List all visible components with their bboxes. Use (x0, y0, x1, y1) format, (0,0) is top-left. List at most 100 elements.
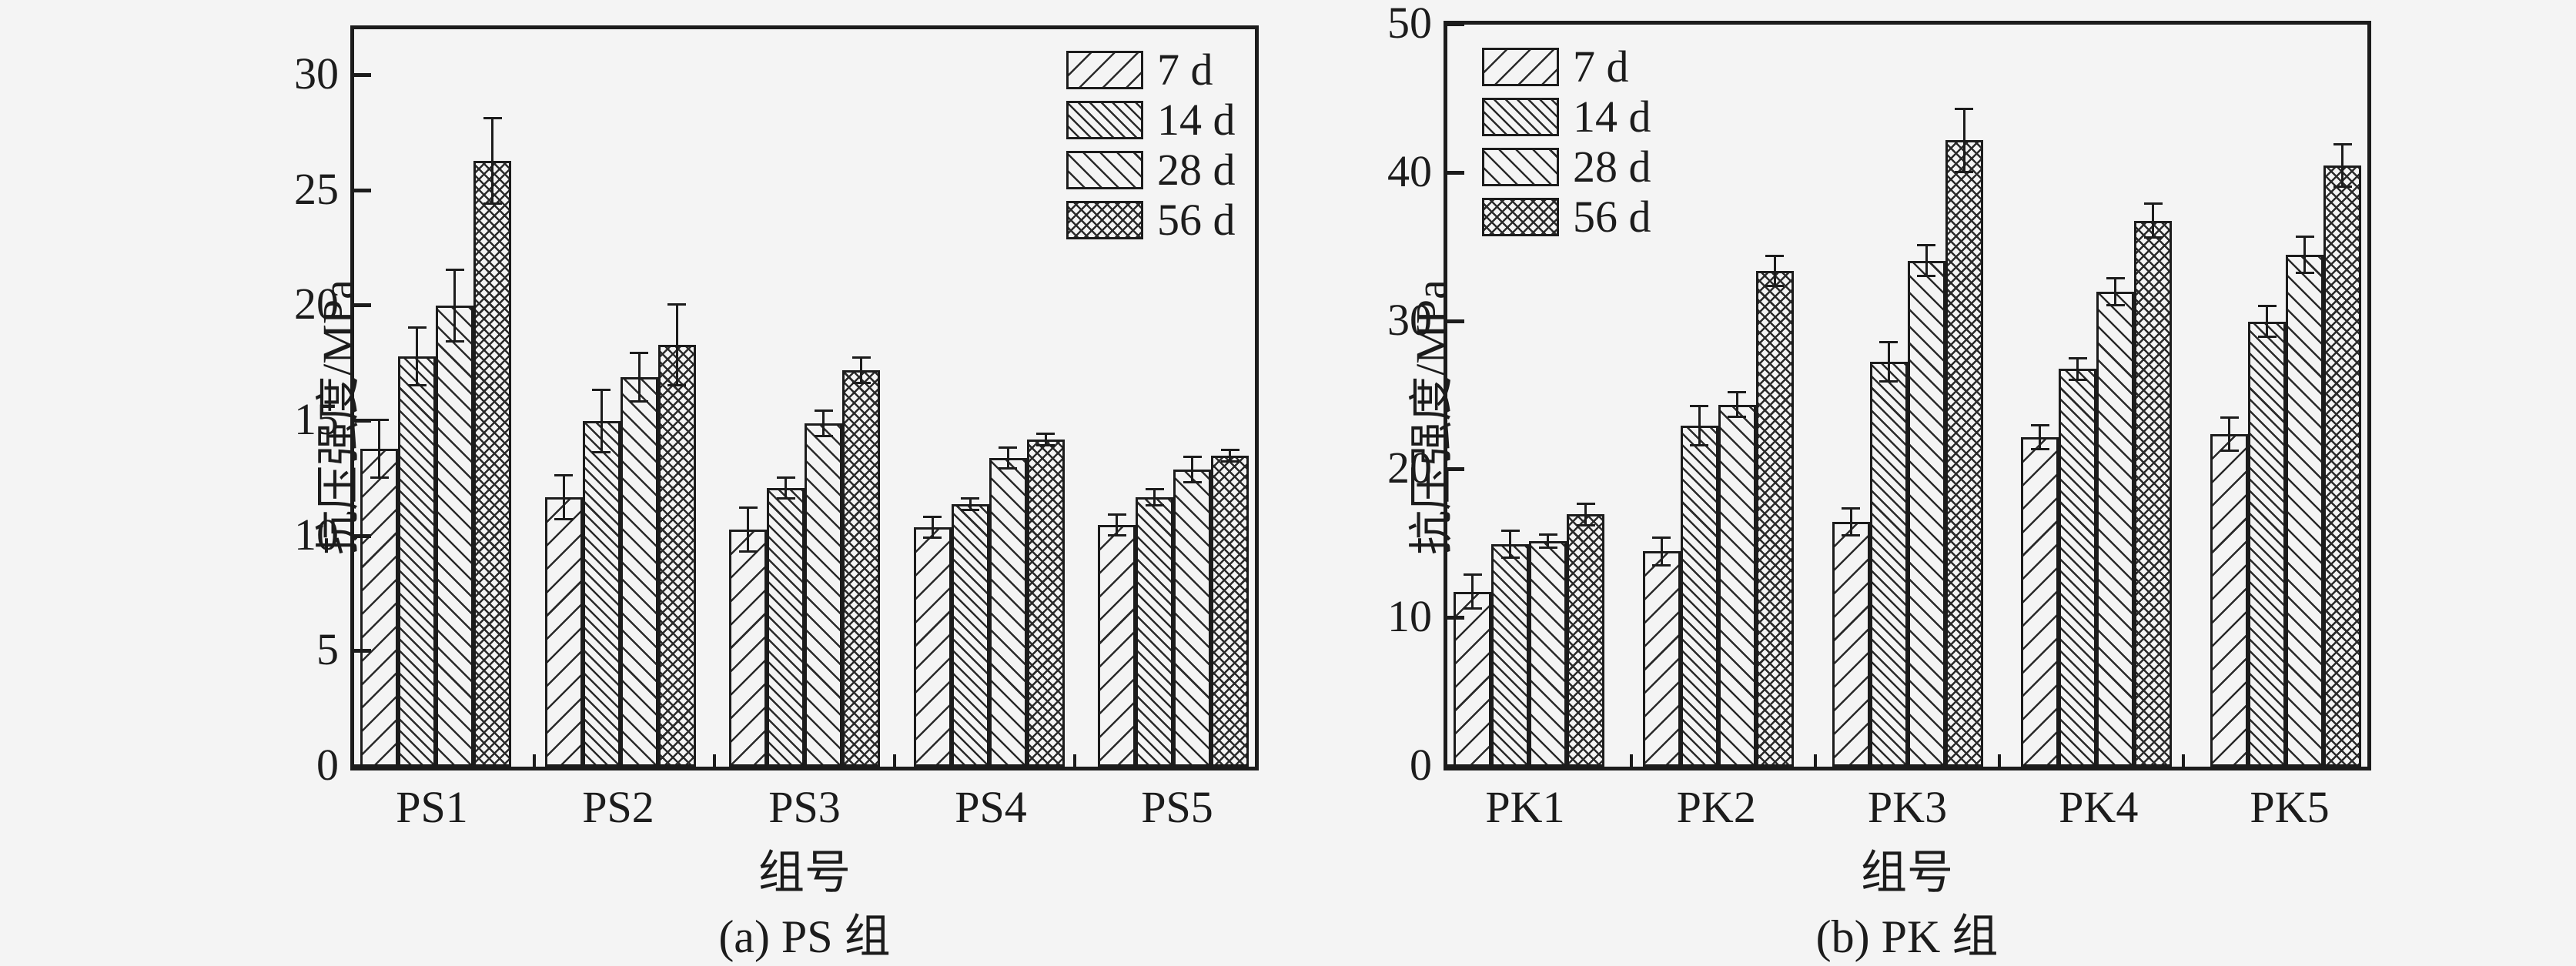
error-bar (416, 326, 418, 387)
error-bar-cap-bottom (2106, 304, 2125, 307)
error-bar-cap-top (1765, 254, 1785, 257)
error-bar-cap-bottom (630, 400, 648, 403)
bar-group-PS2 (544, 29, 696, 767)
bar-PS3-56d (842, 370, 880, 767)
legend-label-28d: 28 d (1573, 142, 1651, 192)
legend-label-14d: 14 d (1157, 95, 1236, 145)
y-tick-mark (354, 303, 371, 308)
legend-item-56d: 56 d (1066, 198, 1236, 242)
error-bar-cap-bottom (2068, 378, 2087, 381)
error-bar-cap-bottom (814, 434, 833, 437)
legend-label-7d: 7 d (1573, 42, 1629, 92)
error-bar-cap-top (814, 409, 833, 412)
bar-PS3-7d (729, 529, 767, 767)
error-bar (637, 352, 641, 403)
error-bar-cap-top (1036, 432, 1055, 435)
legend-item-56d: 56 d (1482, 195, 1651, 239)
error-bar (860, 356, 862, 385)
legend-swatch-28d-hatch-icon (1482, 148, 1559, 186)
error-bar-cap-bottom (961, 508, 979, 511)
error-bar (1509, 529, 1511, 560)
error-bar (2228, 416, 2230, 453)
category-labels-ps: PS1 PS2 PS3 PS4 PS5 (350, 781, 1259, 833)
category-label-PK5: PK5 (2250, 782, 2330, 832)
bar-group-PS5 (1098, 29, 1249, 767)
error-bar-cap-bottom (851, 382, 871, 385)
error-bar-cap-bottom (2030, 448, 2049, 451)
error-bar-cap-top (630, 352, 648, 355)
error-bar-cap-bottom (1728, 415, 1747, 418)
error-bar-cap-top (776, 476, 795, 479)
error-bar-cap-bottom (1538, 546, 1557, 549)
error-bar-cap-bottom (999, 466, 1017, 470)
y-tick-mark (1447, 170, 1464, 175)
y-tick-label: 50 (1387, 0, 1432, 48)
y-tick-label: 30 (1387, 294, 1432, 345)
bar-PK2-56d (1755, 271, 1794, 767)
error-bar-cap-top (2333, 143, 2352, 146)
error-bar-cap-top (961, 496, 979, 500)
bar-PK2-7d (1642, 551, 1681, 767)
legend-item-28d: 28 d (1482, 145, 1651, 189)
error-bar (491, 116, 493, 205)
y-tick-label: 10 (294, 509, 339, 560)
x-axis-label-ps: 组号 (758, 847, 851, 898)
error-bar-cap-top (407, 326, 427, 329)
legend-pk: 7 d 14 d 28 d 56 d (1482, 45, 1651, 239)
error-bar-cap-top (2257, 305, 2277, 308)
y-tick-mark (354, 764, 371, 768)
legend-item-7d: 7 d (1066, 48, 1236, 92)
error-bar-cap-top (2030, 423, 2049, 426)
y-tick-label: 30 (294, 48, 339, 99)
bar-PS2-28d (620, 377, 658, 767)
y-tick-mark (1447, 22, 1464, 26)
category-labels-pk: PK1 PK2 PK3 PK4 PK5 (1444, 781, 2371, 833)
bars-layer-pk (1447, 25, 2367, 767)
error-bar-cap-top (1538, 533, 1557, 536)
y-tick-label: 5 (316, 624, 339, 675)
legend-swatch-28d-hatch-icon (1066, 151, 1143, 189)
error-bar-cap-top (667, 303, 686, 306)
y-tick-label: 10 (1387, 591, 1432, 642)
error-bar-cap-top (1463, 573, 1482, 577)
error-bar-cap-bottom (1842, 534, 1860, 537)
category-label-PK1: PK1 (1485, 782, 1565, 832)
bar-PS5-14d (1136, 496, 1173, 767)
x-tick-mark (1998, 754, 2001, 767)
y-tick-label: 0 (1410, 740, 1432, 790)
bar-group-PK3 (1832, 25, 1983, 767)
y-tick-mark (354, 418, 371, 423)
y-tick-label: 40 (1387, 145, 1432, 196)
category-label-PK4: PK4 (2059, 782, 2139, 832)
error-bar (1584, 502, 1587, 526)
error-bar-cap-top (1220, 448, 1239, 451)
error-bar (600, 389, 603, 453)
bar-PK1-14d (1491, 543, 1529, 767)
error-bar-cap-top (738, 506, 758, 509)
legend-label-28d: 28 d (1157, 145, 1236, 195)
error-bar-cap-bottom (2220, 450, 2239, 453)
error-bar (1044, 432, 1047, 446)
error-bar (1735, 391, 1738, 418)
error-bar-cap-bottom (1220, 460, 1239, 463)
error-bar-cap-top (1576, 502, 1595, 505)
bar-PS5-7d (1098, 524, 1136, 767)
error-bar-cap-top (483, 116, 502, 119)
error-bar-cap-top (1728, 391, 1747, 394)
error-bar-cap-top (1879, 340, 1898, 343)
y-tick-label: 20 (294, 279, 339, 329)
error-bar-cap-top (1652, 536, 1671, 540)
error-bar-cap-top (2295, 235, 2314, 238)
x-tick-mark (713, 754, 716, 767)
legend-item-28d: 28 d (1066, 148, 1236, 192)
error-bar-cap-bottom (2295, 271, 2314, 274)
x-tick-mark (533, 754, 536, 767)
bar-PK2-28d (1718, 404, 1756, 767)
error-bar-cap-top (1183, 455, 1202, 458)
bars-layer-ps (354, 29, 1255, 767)
legend-swatch-14d-hatch-icon (1482, 98, 1559, 136)
x-tick-mark (1630, 754, 1633, 767)
error-bar (562, 473, 565, 520)
bar-PK5-7d (2210, 434, 2248, 767)
bar-PS1-28d (436, 306, 473, 767)
